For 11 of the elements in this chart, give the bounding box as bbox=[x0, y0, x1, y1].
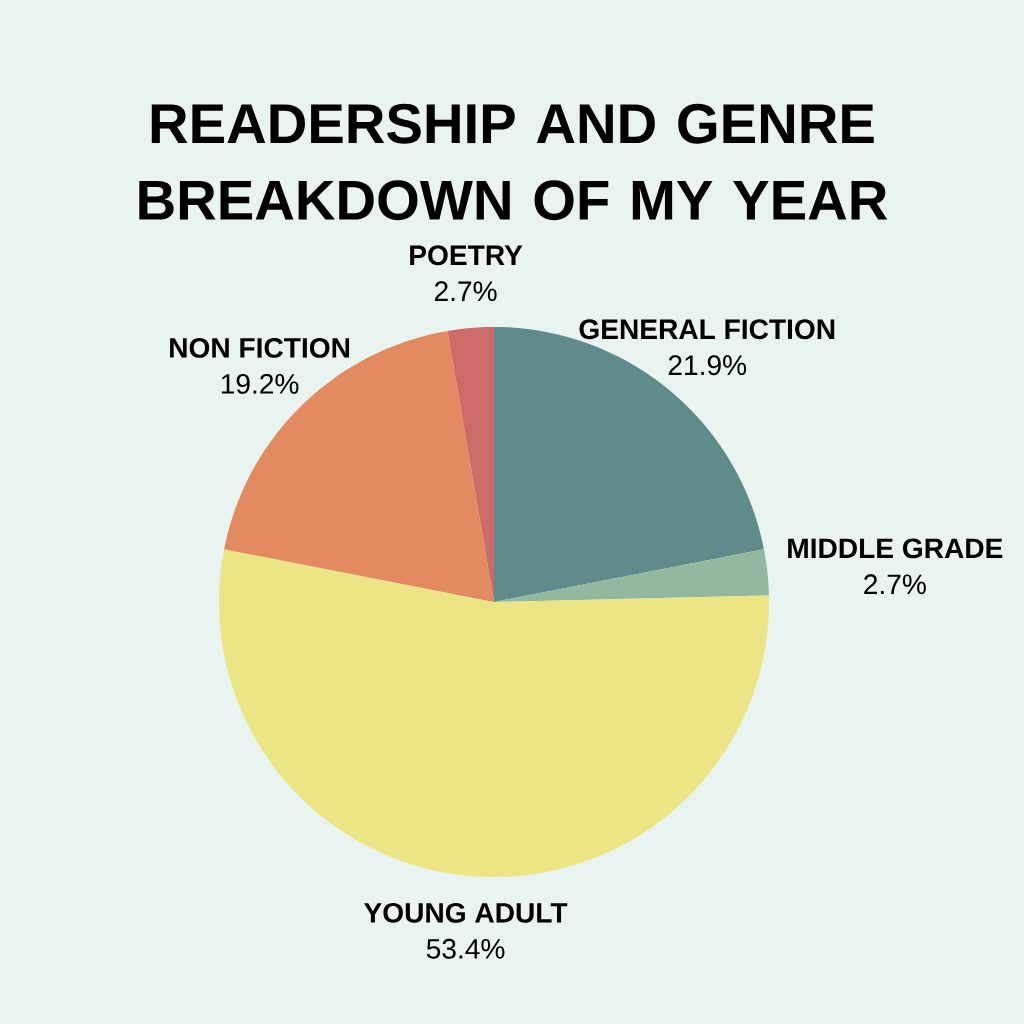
slice-label: NON FICTION bbox=[170, 337, 350, 358]
slice-label: MIDDLE GRADE bbox=[788, 538, 1003, 559]
chart-title: READERSHIP AND GENRE BREAKDOWN OF MY YEAR bbox=[139, 103, 888, 221]
slice-label: POETRY bbox=[410, 245, 523, 266]
data-label: 21.9% bbox=[668, 355, 747, 376]
data-label: 2.7% bbox=[434, 281, 497, 302]
data-label: 53.4% bbox=[426, 938, 505, 959]
data-label: 19.2% bbox=[221, 373, 299, 394]
data-label: 2.7% bbox=[864, 574, 926, 595]
slice-label: GENERAL FICTION bbox=[579, 319, 835, 340]
slice-label: YOUNG ADULT bbox=[364, 902, 568, 923]
